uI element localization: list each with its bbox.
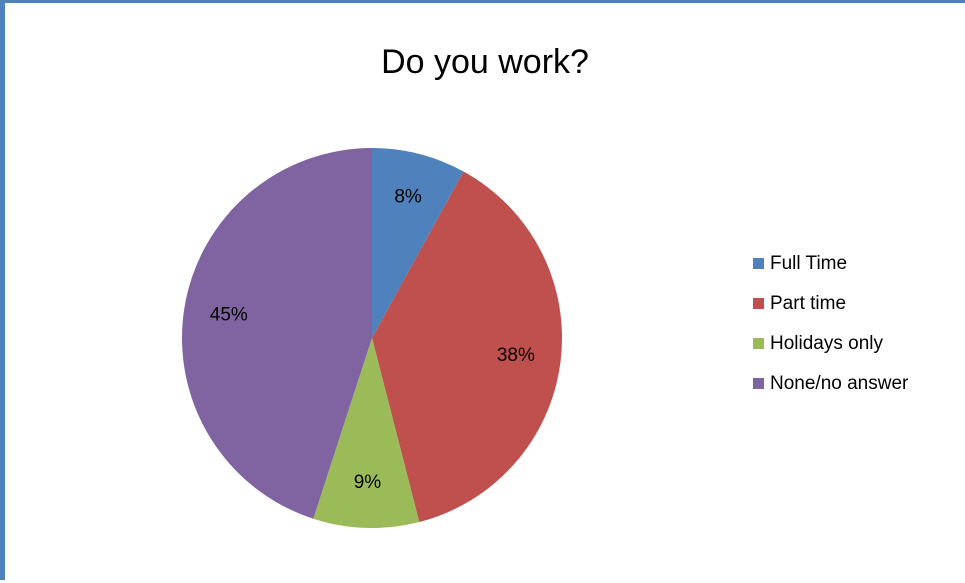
legend-item-full-time: Full Time (753, 253, 908, 274)
legend-item-none-no-answer: None/no answer (753, 373, 908, 394)
data-label-part-time: 38% (497, 345, 535, 366)
legend-swatch (753, 258, 764, 269)
legend-item-part-time: Part time (753, 293, 908, 314)
legend-label: Full Time (770, 252, 848, 274)
pie-slice-holidays-only (313, 338, 420, 528)
legend-swatch (753, 298, 764, 309)
legend-swatch (753, 378, 764, 389)
legend-item-holidays-only: Holidays only (753, 333, 908, 354)
pie-slice-part-time (372, 171, 562, 523)
pie-slice-none-no-answer (181, 147, 372, 519)
legend: Full Time Part time Holidays only None/no a… (753, 253, 908, 413)
pie-slice-full-time (372, 148, 464, 338)
legend-label: Part time (770, 292, 847, 314)
data-label-full-time: 8% (394, 187, 422, 208)
chart-title: Do you work? (381, 43, 589, 81)
pie-chart: 8% 38% 9% 45% (181, 147, 562, 528)
legend-swatch (753, 338, 764, 349)
data-label-none-no-answer: 45% (210, 304, 248, 325)
legend-label: None/no answer (770, 372, 909, 394)
data-label-holidays-only: 9% (354, 472, 382, 493)
legend-label: Holidays only (770, 332, 883, 354)
